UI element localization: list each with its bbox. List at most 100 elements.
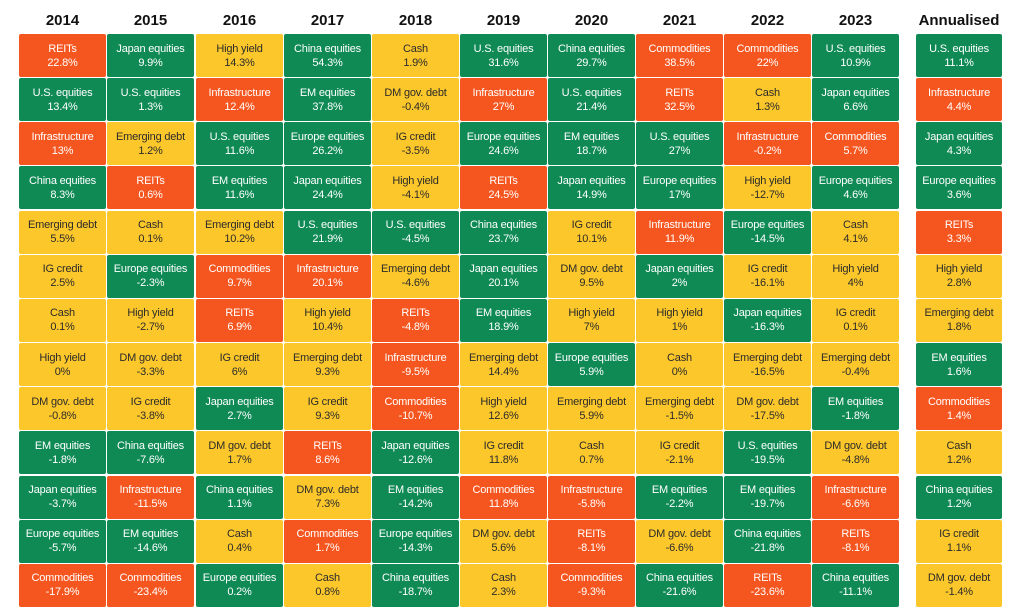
return-cell: Emerging debt 5.9% bbox=[548, 387, 635, 431]
return-cell: China equities -11.1% bbox=[812, 563, 899, 607]
return-value-label: 1.9% bbox=[403, 56, 428, 69]
return-cell: IG credit -2.1% bbox=[636, 431, 723, 475]
return-cell: Commodities -17.9% bbox=[19, 563, 106, 607]
asset-class-label: Infrastructure bbox=[472, 86, 535, 99]
asset-class-label: IG credit bbox=[219, 351, 260, 364]
return-cell: Europe equities 4.6% bbox=[812, 166, 899, 210]
asset-class-label: Emerging debt bbox=[924, 307, 994, 320]
return-value-label: -16.3% bbox=[750, 321, 785, 334]
asset-class-label: Japan equities bbox=[821, 86, 890, 99]
return-cell: China equities 29.7% bbox=[548, 34, 635, 77]
return-value-label: 7% bbox=[583, 321, 600, 334]
return-cell: China equities 8.3% bbox=[19, 166, 106, 210]
return-value-label: 11.8% bbox=[488, 453, 519, 466]
asset-class-label: Commodities bbox=[31, 572, 94, 585]
return-cell: Cash 0.4% bbox=[196, 519, 283, 563]
asset-class-label: Infrastructure bbox=[31, 130, 94, 143]
asset-class-label: Emerging debt bbox=[381, 263, 450, 276]
return-value-label: 9.3% bbox=[315, 409, 340, 422]
asset-class-label: Infrastructure bbox=[648, 219, 711, 232]
return-cell: Commodities 5.7% bbox=[812, 122, 899, 166]
return-cell: Europe equities -2.3% bbox=[107, 254, 194, 298]
asset-class-label: Infrastructure bbox=[296, 263, 359, 276]
return-value-label: -4.8% bbox=[841, 453, 870, 466]
return-value-label: -2.1% bbox=[665, 453, 694, 466]
asset-class-label: Emerging debt bbox=[469, 351, 538, 364]
return-value-label: 4.1% bbox=[843, 233, 868, 246]
asset-class-label: Japan equities bbox=[469, 263, 538, 276]
return-value-label: 27% bbox=[668, 144, 691, 157]
asset-class-label: U.S. equities bbox=[120, 86, 181, 99]
return-value-label: -14.3% bbox=[398, 542, 433, 555]
return-cell: Japan equities 20.1% bbox=[460, 254, 547, 298]
return-value-label: -7.6% bbox=[136, 453, 165, 466]
return-cell: High yield 12.6% bbox=[460, 387, 547, 431]
asset-class-label: China equities bbox=[206, 484, 273, 496]
return-cell: IG credit -3.5% bbox=[372, 122, 459, 166]
return-value-label: -2.7% bbox=[136, 321, 165, 334]
return-cell: Infrastructure -9.5% bbox=[372, 343, 459, 387]
return-cell: EM equities -19.7% bbox=[724, 475, 811, 519]
return-cell: U.S. equities -19.5% bbox=[724, 431, 811, 475]
return-value-label: -17.5% bbox=[750, 409, 785, 422]
asset-class-label: Japan equities bbox=[557, 174, 626, 187]
return-cell: REITs 0.6% bbox=[107, 166, 194, 210]
asset-class-label: U.S. equities bbox=[737, 439, 798, 452]
asset-class-label: High yield bbox=[480, 395, 527, 408]
return-cell: Europe equities 3.6% bbox=[916, 166, 1002, 210]
return-value-label: -16.5% bbox=[750, 365, 785, 378]
return-cell: Japan equities 24.4% bbox=[284, 166, 371, 210]
return-cell: Commodities 11.8% bbox=[460, 475, 547, 519]
return-cell: Europe equities 17% bbox=[636, 166, 723, 210]
return-value-label: 8.6% bbox=[315, 453, 340, 466]
return-cell: IG credit 1.1% bbox=[916, 519, 1002, 563]
return-cell: REITs 3.3% bbox=[916, 210, 1002, 254]
return-cell: Commodities 22% bbox=[724, 34, 811, 77]
return-value-label: -1.8% bbox=[48, 453, 77, 466]
return-value-label: -12.6% bbox=[398, 453, 433, 466]
return-cell: IG credit 11.8% bbox=[460, 431, 547, 475]
return-value-label: 8.3% bbox=[50, 188, 75, 201]
return-cell: Infrastructure 27% bbox=[460, 78, 547, 122]
asset-class-label: EM equities bbox=[563, 130, 620, 143]
return-value-label: -4.5% bbox=[401, 233, 430, 246]
return-value-label: 20.1% bbox=[488, 277, 519, 290]
return-cell: Europe equities -5.7% bbox=[19, 519, 106, 563]
return-value-label: 5.5% bbox=[50, 233, 75, 246]
return-value-label: 37.8% bbox=[312, 100, 343, 113]
return-cell: U.S. equities -4.5% bbox=[372, 210, 459, 254]
return-value-label: -12.7% bbox=[750, 188, 785, 201]
asset-class-label: Japan equities bbox=[733, 307, 802, 320]
return-value-label: 7.3% bbox=[315, 498, 340, 510]
asset-class-label: High yield bbox=[39, 351, 86, 364]
return-cell: Emerging debt 1.8% bbox=[916, 298, 1002, 342]
asset-class-label: Commodities bbox=[928, 395, 990, 408]
asset-class-label: Emerging debt bbox=[821, 351, 890, 364]
return-value-label: -1.5% bbox=[665, 409, 694, 422]
asset-class-label: U.S. equities bbox=[929, 42, 989, 55]
asset-class-label: DM gov. debt bbox=[384, 86, 447, 99]
return-cell: U.S. equities 21.9% bbox=[284, 210, 371, 254]
return-value-label: 10.4% bbox=[312, 321, 343, 334]
return-value-label: 10.2% bbox=[224, 233, 255, 246]
return-value-label: -21.8% bbox=[750, 542, 785, 555]
asset-class-label: REITs bbox=[489, 174, 518, 187]
return-value-label: 9.5% bbox=[579, 277, 604, 290]
return-value-label: 0% bbox=[671, 365, 688, 378]
asset-class-label: Cash bbox=[946, 439, 972, 452]
return-value-label: 1% bbox=[671, 321, 688, 334]
return-value-label: 11.8% bbox=[488, 498, 519, 510]
return-value-label: 3.3% bbox=[946, 233, 972, 246]
column-header-2017: 2017 bbox=[310, 12, 345, 29]
column-header-2014: 2014 bbox=[45, 12, 80, 29]
asset-class-label: DM gov. debt bbox=[119, 351, 182, 364]
asset-class-label: China equities bbox=[646, 572, 713, 585]
return-cell: U.S. equities 10.9% bbox=[812, 34, 899, 77]
return-value-label: -23.4% bbox=[133, 586, 168, 599]
asset-class-label: IG credit bbox=[571, 219, 612, 232]
asset-class-label: High yield bbox=[127, 307, 174, 320]
return-cell: Cash 1.2% bbox=[916, 431, 1002, 475]
asset-class-label: Europe equities bbox=[378, 528, 453, 541]
return-value-label: 0.8% bbox=[315, 586, 340, 599]
asset-class-label: U.S. equities bbox=[825, 42, 886, 55]
